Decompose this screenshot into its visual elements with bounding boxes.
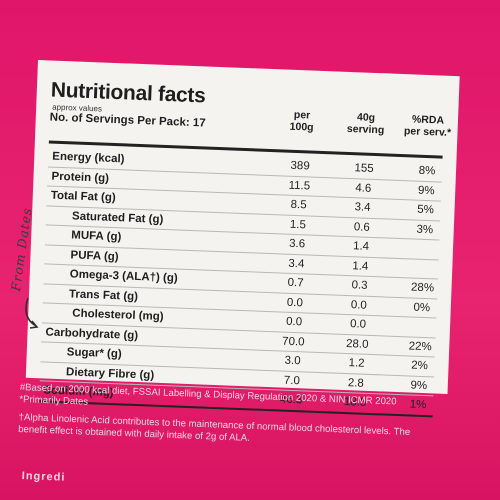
- value-per-100g: 0.0: [286, 296, 304, 309]
- value-rda: 9%: [417, 184, 435, 197]
- column-header-serving: 40g serving: [346, 111, 385, 137]
- value-per-100g: 0.7: [287, 276, 304, 290]
- value-per-100g: 11.5: [288, 179, 311, 193]
- nutrient-name: MUFA (g): [71, 229, 122, 244]
- value-per-serving: 0.6: [353, 220, 371, 234]
- value-per-serving: 1.4: [352, 259, 369, 273]
- value-rda: [400, 262, 448, 264]
- value-per-serving: 0.0: [350, 298, 368, 312]
- nutrient-rows: Energy (kcal) 389 155 8% Protein (g) 11.5 4.6 9…: [38, 147, 445, 417]
- nutrition-facts-panel: Nutritional facts approx values No. of S…: [25, 60, 460, 417]
- panel-header: Nutritional facts approx values No. of S…: [49, 79, 452, 152]
- value-per-serving: 0.0: [349, 318, 367, 331]
- value-per-serving: 155: [354, 162, 374, 175]
- nutrient-name: Carbohydrate (g): [45, 325, 139, 342]
- nutrient-name: PUFA (g): [70, 248, 119, 263]
- value-per-serving: 3.4: [354, 201, 371, 214]
- column-header-per-100g: per 100g: [289, 108, 314, 134]
- value-rda: 3%: [416, 223, 434, 236]
- value-per-serving: 4.6: [355, 181, 372, 195]
- value-per-serving: 1.4: [352, 240, 370, 253]
- value-rda: 5%: [416, 203, 435, 217]
- value-per-serving: 28.0: [345, 337, 369, 351]
- column-header-rda: %RDA per serv.*: [403, 113, 452, 139]
- value-per-100g: 3.0: [284, 354, 301, 368]
- value-per-100g: 389: [290, 159, 310, 173]
- nutrient-name: Omega-3 (ALA†) (g): [69, 268, 178, 285]
- value-rda: 28%: [410, 281, 435, 295]
- curved-arrow-icon: [25, 297, 39, 329]
- value-per-100g: 8.5: [290, 198, 307, 212]
- nutrient-name: Total Fat (g): [50, 189, 116, 205]
- value-rda: 8%: [418, 164, 436, 178]
- value-per-serving: 2.8: [347, 376, 365, 390]
- nutrient-name: Protein (g): [51, 170, 110, 185]
- nutrient-name: Saturated Fat (g): [71, 209, 164, 226]
- nutrient-name: Energy (kcal): [52, 150, 125, 166]
- value-rda: [397, 320, 445, 322]
- servings-per-pack: No. of Servings Per Pack: 17: [49, 111, 206, 130]
- value-per-100g: 1.5: [289, 218, 307, 231]
- value-rda: 22%: [408, 339, 433, 353]
- value-rda: 2%: [411, 359, 429, 373]
- value-per-100g: 70.0: [281, 335, 305, 348]
- value-per-100g: 3.6: [288, 237, 306, 251]
- value-per-serving: 0.3: [351, 279, 368, 292]
- value-rda: 9%: [410, 379, 428, 392]
- value-rda: [400, 242, 448, 244]
- value-per-100g: 7.0: [283, 374, 301, 387]
- ingredients-heading-fragment: Ingredi: [21, 470, 66, 484]
- nutrient-name: Cholesterol (mg): [72, 307, 164, 324]
- value-per-serving: 1.2: [348, 357, 365, 370]
- nutrient-name: Trans Fat (g): [68, 287, 139, 303]
- value-per-100g: 3.4: [288, 257, 305, 270]
- nutrient-name: Sugar* (g): [66, 346, 122, 361]
- nutrient-name: Dietary Fibre (g): [65, 365, 155, 382]
- value-rda: 0%: [413, 301, 431, 314]
- value-per-100g: 0.0: [285, 315, 303, 329]
